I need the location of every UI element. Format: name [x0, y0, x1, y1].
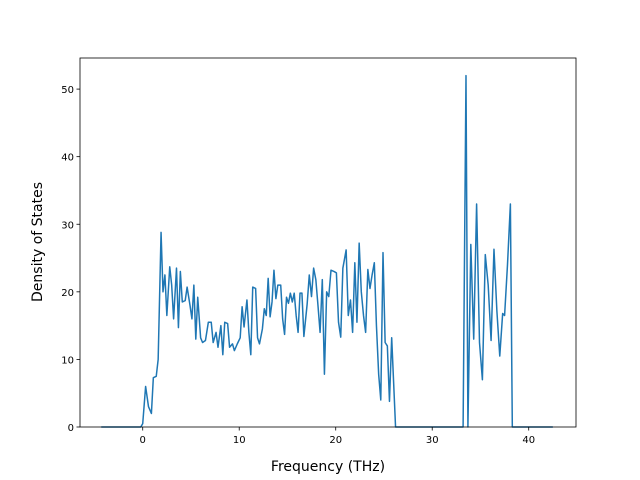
- x-tick-label: 10: [233, 435, 246, 446]
- x-axis-label: Frequency (THz): [271, 459, 385, 475]
- x-tick-label: 40: [522, 435, 535, 446]
- x-tick-label: 20: [329, 435, 342, 446]
- line: [101, 74, 553, 428]
- y-tick-label: 30: [61, 220, 74, 231]
- y-axis-label: Density of States: [30, 182, 46, 302]
- x-tick-label: 0: [140, 435, 146, 446]
- y-tick-label: 10: [61, 355, 74, 366]
- y-tick-label: 40: [61, 153, 74, 164]
- x-tick-label: 30: [426, 435, 439, 446]
- y-tick-label: 0: [68, 423, 74, 434]
- y-tick-label: 50: [61, 85, 74, 96]
- y-tick-label: 20: [61, 288, 74, 299]
- plot-frame: [79, 57, 577, 428]
